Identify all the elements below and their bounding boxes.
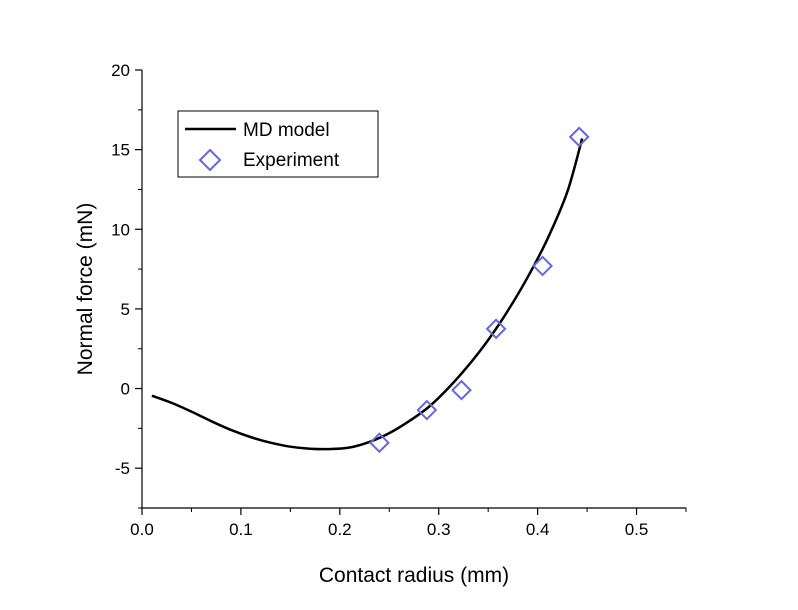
x-tick-label: 0.2 [328, 520, 352, 539]
legend-label-md-model: MD model [243, 120, 330, 141]
experiment-point [568, 126, 590, 148]
y-tick-label: 5 [121, 300, 130, 319]
x-tick-label: 0.3 [427, 520, 451, 539]
y-tick-label: 20 [111, 61, 130, 80]
y-tick-label: 15 [111, 141, 130, 160]
x-tick-label: 0.1 [229, 520, 253, 539]
y-tick-label: -5 [115, 459, 130, 478]
x-tick-label: 0.5 [625, 520, 649, 539]
experiment-point [532, 255, 553, 277]
x-tick-label: 0.0 [130, 520, 154, 539]
legend-label-experiment: Experiment [243, 150, 340, 171]
experiment-point [485, 318, 507, 340]
legend-diamond-swatch [198, 148, 222, 172]
x-axis-label: Contact radius (mm) [319, 564, 509, 587]
experiment-point [451, 379, 472, 401]
md-model-line [151, 138, 584, 451]
y-axis-ticks: -5 0 5 10 15 20 [111, 61, 142, 509]
y-axis-label: Normal force (mN) [74, 203, 97, 376]
y-tick-label: 0 [121, 380, 130, 399]
y-tick-label: 10 [111, 220, 130, 239]
legend-box [177, 110, 379, 178]
experiment-point [416, 399, 438, 421]
plot-area [151, 126, 590, 454]
legend: MD model Experiment [177, 110, 379, 178]
x-axis-ticks: 0.0 0.1 0.2 0.3 0.4 0.5 [130, 508, 687, 539]
axes [141, 70, 686, 509]
x-tick-label: 0.4 [526, 520, 550, 539]
experiment-point [368, 432, 390, 454]
